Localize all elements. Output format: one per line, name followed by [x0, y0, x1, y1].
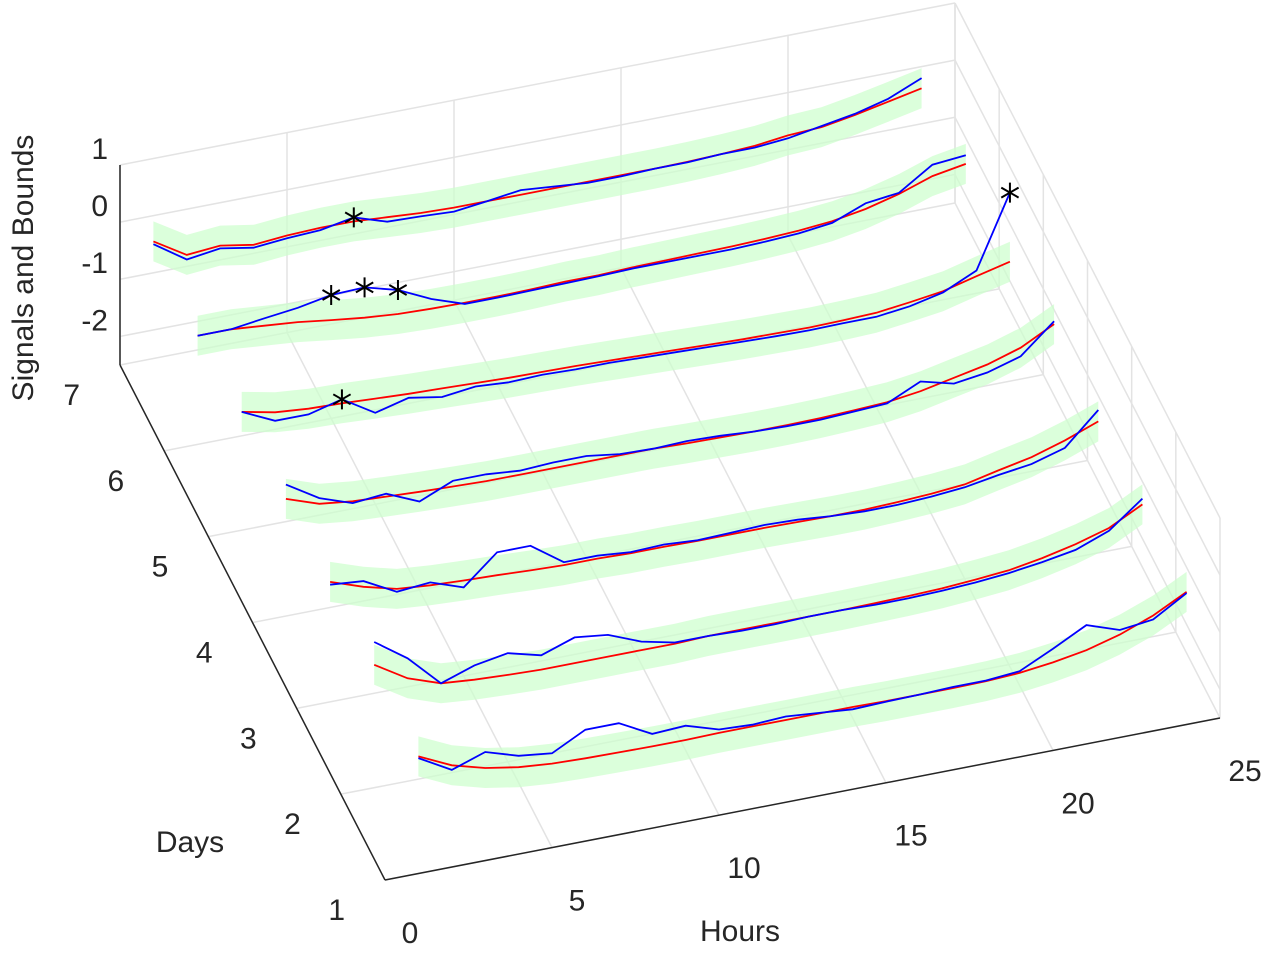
- signal-line: [330, 409, 1099, 593]
- x-tick-label: 0: [402, 917, 419, 950]
- center-line: [329, 420, 1099, 590]
- y-tick-label: 1: [328, 894, 345, 927]
- anomaly-marker: [355, 277, 374, 298]
- z-tick-label: -2: [81, 304, 108, 337]
- z-axis-title: Signals and Bounds: [7, 135, 40, 402]
- y-tick-label: 4: [196, 636, 213, 669]
- x-axis-title: Hours: [700, 915, 780, 948]
- back-grid-line: [119, 59, 956, 223]
- z-tick-label: -1: [81, 247, 108, 280]
- y-tick-label: 3: [240, 722, 257, 755]
- side-grid-line: [954, 116, 1221, 633]
- x-tick-label: 15: [894, 820, 927, 853]
- x-tick-label: 25: [1228, 755, 1261, 788]
- signal-line: [241, 192, 1011, 422]
- y-axis-line: [119, 364, 386, 881]
- bound-band: [241, 241, 1010, 433]
- z-tick-label: 1: [91, 133, 108, 166]
- center-line: [241, 260, 1011, 414]
- center-line: [153, 87, 922, 256]
- side-grid-line: [954, 59, 1221, 576]
- signal-line: [285, 320, 1055, 505]
- anomaly-marker: [388, 280, 408, 301]
- bound-band: [197, 143, 966, 356]
- bound-band: [374, 484, 1143, 704]
- y-tick-label: 5: [152, 551, 169, 584]
- y-tick-label: 6: [107, 465, 124, 498]
- center-line: [373, 503, 1143, 685]
- z-tick-label: 0: [91, 190, 108, 223]
- center-line: [285, 323, 1055, 505]
- x-tick-label: 20: [1061, 787, 1094, 820]
- signal-line: [153, 77, 923, 261]
- anomaly-marker: [322, 285, 341, 306]
- bound-band: [285, 304, 1055, 524]
- anomaly-marker: [1000, 182, 1020, 203]
- y-axis-title: Days: [156, 826, 224, 859]
- back-grid-line: [119, 2, 956, 166]
- signal-line: [418, 592, 1188, 771]
- center-line: [418, 591, 1188, 769]
- signal-line: [373, 497, 1144, 685]
- side-grid-line: [954, 2, 1221, 519]
- x-tick-label: 5: [569, 885, 586, 918]
- anomaly-marker: [332, 389, 352, 410]
- bound-band: [418, 571, 1187, 788]
- x-axis-line: [384, 717, 1221, 881]
- y-tick-label: 2: [284, 808, 301, 841]
- y-tick-label: 7: [63, 379, 80, 412]
- anomaly-marker: [344, 207, 363, 228]
- bound-band: [330, 401, 1099, 609]
- x-tick-label: 10: [727, 852, 760, 885]
